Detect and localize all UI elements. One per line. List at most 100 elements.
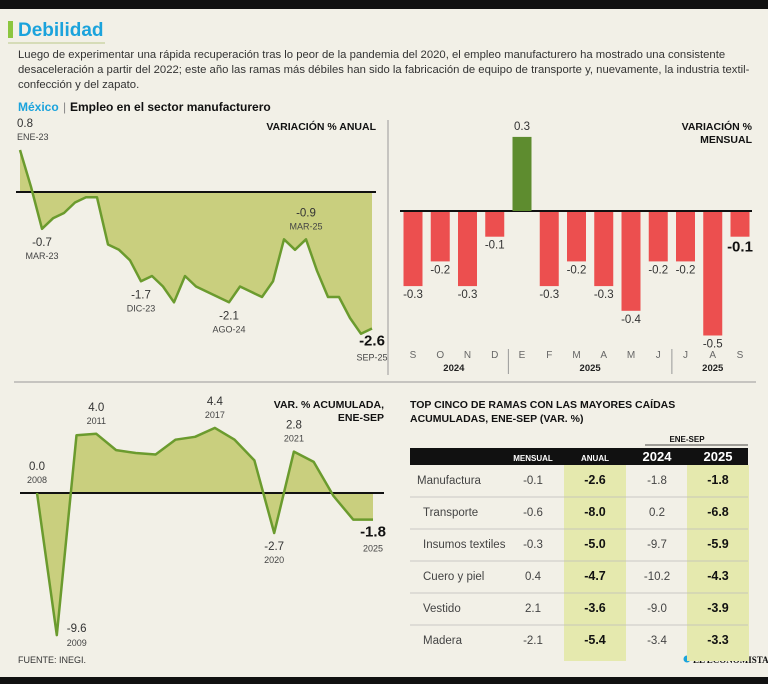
x-tick-label: A [709, 350, 716, 361]
table-cell: -8.0 [584, 505, 606, 519]
data-label: -9.6 [67, 623, 87, 635]
table-cell: -5.0 [584, 537, 606, 551]
column-highlight [564, 465, 626, 661]
chart-title: VARIACIÓN % ANUAL [266, 121, 376, 133]
x-tick-label: S [410, 350, 417, 361]
table-cell: -0.6 [523, 507, 543, 519]
data-label: -0.9 [296, 207, 316, 219]
x-tick-label: 2021 [284, 434, 304, 444]
table-cell: 2.1 [525, 603, 541, 615]
table-cell: -4.3 [707, 569, 729, 583]
table-cell: -9.7 [647, 539, 667, 551]
data-label: 0.8 [17, 118, 33, 130]
data-label: -2.1 [219, 310, 239, 322]
table-cell: -4.7 [584, 569, 606, 583]
data-label: -0.2 [648, 264, 668, 276]
x-tick-label: AGO-24 [212, 324, 245, 334]
x-group-label: 2025 [702, 363, 724, 374]
table-cell: -3.4 [647, 635, 667, 647]
x-tick-label: E [519, 350, 526, 361]
bar [403, 212, 423, 287]
data-label: -0.7 [32, 237, 52, 249]
x-tick-label: S [737, 350, 744, 361]
bar [594, 212, 614, 287]
data-label: -1.7 [131, 289, 151, 301]
data-label: -0.5 [703, 339, 723, 351]
data-label: 0.0 [29, 461, 45, 473]
data-label: -0.3 [594, 289, 614, 301]
data-label: -2.6 [359, 333, 385, 350]
column-header: 2024 [643, 449, 673, 464]
data-label: 2.8 [286, 420, 302, 432]
bar [512, 136, 532, 211]
data-label: -0.2 [567, 264, 587, 276]
data-label: -1.8 [360, 524, 386, 541]
column-header: ANUAL [581, 454, 609, 463]
x-tick-label: M [627, 350, 635, 361]
page-title: Debilidad [18, 20, 104, 41]
table-cell: -0.3 [523, 539, 543, 551]
section-title: Empleo en el sector manufacturero [70, 100, 271, 114]
table-cell: -2.1 [523, 635, 543, 647]
table-cell: -6.8 [707, 505, 729, 519]
table-cell: -3.9 [707, 601, 729, 615]
bar [567, 212, 586, 262]
bar [703, 212, 723, 336]
bar [458, 212, 477, 287]
x-tick-label: 2011 [87, 416, 106, 426]
table-cell: 0.2 [649, 507, 665, 519]
bar [430, 212, 450, 262]
table-cell: -9.0 [647, 603, 667, 615]
x-tick-label: J [656, 350, 661, 361]
x-tick-label: D [491, 350, 498, 361]
area [37, 427, 373, 636]
bar [648, 212, 668, 262]
column-header: 2025 [704, 449, 733, 464]
table-cell: -5.9 [707, 537, 729, 551]
chart-title: VARIACIÓN % MENSUAL [681, 121, 752, 146]
title-marker [8, 21, 13, 38]
bar [730, 212, 750, 237]
table-cell: -3.6 [584, 601, 606, 615]
bar [485, 212, 505, 237]
x-tick-label: J [683, 350, 688, 361]
data-label: -0.2 [676, 264, 696, 276]
line [18, 149, 373, 336]
bar [676, 212, 695, 262]
x-tick-label: DIC-23 [127, 303, 156, 313]
chart-title: VAR. % ACUMULADA, ENE-SEP [273, 399, 384, 424]
x-tick-label: ENE-23 [17, 132, 49, 142]
table-cell: -2.6 [584, 473, 606, 487]
row-label: Madera [423, 635, 463, 647]
data-label: -0.1 [485, 240, 505, 252]
intro-text: Luego de experimentar una rápida recuper… [18, 49, 750, 91]
data-label: -0.1 [727, 239, 753, 256]
x-tick-label: M [572, 350, 580, 361]
source: FUENTE: INEGI. [18, 655, 86, 665]
section-place: México [18, 100, 59, 114]
x-group-label: 2024 [443, 363, 465, 374]
x-tick-label: 2008 [27, 475, 47, 485]
row-label: Vestido [423, 603, 461, 615]
table-cell: -0.1 [523, 475, 543, 487]
x-tick-label: F [546, 350, 552, 361]
data-label: 4.4 [207, 396, 224, 408]
data-label: 0.3 [514, 121, 530, 133]
bar [539, 212, 559, 287]
row-label: Transporte [423, 507, 478, 519]
data-label: 4.0 [88, 402, 104, 414]
x-tick-label: O [436, 350, 444, 361]
row-label: Insumos textiles [423, 539, 506, 551]
x-tick-label: N [464, 350, 471, 361]
table-title: TOP CINCO DE RAMAS CON LAS MAYORES CAÍDA… [410, 399, 676, 425]
table-cell: -1.8 [647, 475, 667, 487]
data-label: -0.4 [621, 314, 641, 326]
bottom-border [0, 677, 768, 684]
x-tick-label: 2025 [363, 544, 383, 554]
column-highlight [687, 465, 749, 661]
top-border [0, 0, 768, 9]
x-tick-label: 2020 [264, 555, 284, 565]
column-header: MENSUAL [513, 454, 553, 463]
data-label: -0.3 [403, 289, 423, 301]
